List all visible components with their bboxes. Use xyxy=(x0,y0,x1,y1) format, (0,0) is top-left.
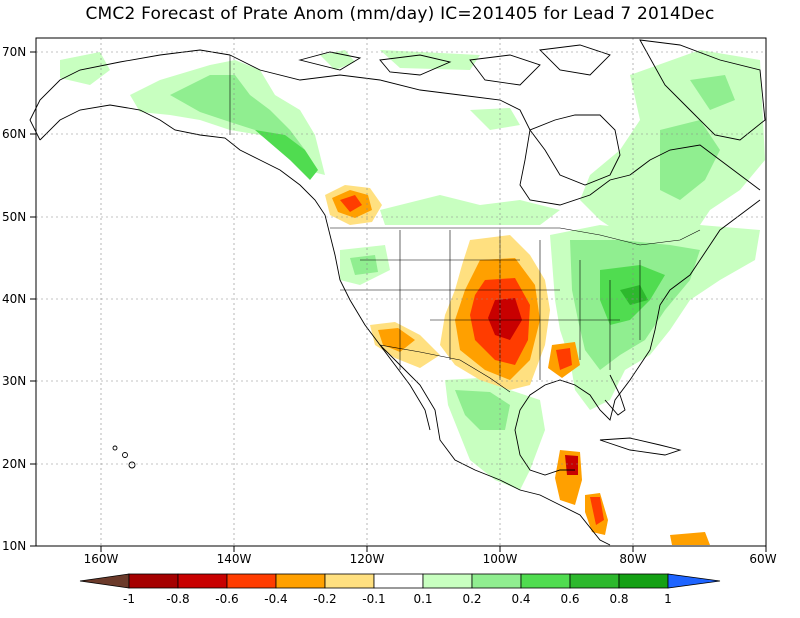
colorbar-label: -0.4 xyxy=(264,592,288,606)
lat-label-20n: 20N xyxy=(2,457,27,471)
grid-lines xyxy=(36,38,766,546)
colorbar-segment xyxy=(471,573,522,589)
colorbar-label: 0.8 xyxy=(609,592,629,606)
lon-label-120w: 120W xyxy=(349,552,385,566)
lat-label-60n: 60N xyxy=(2,127,27,141)
colorbar-arrow-high xyxy=(667,573,721,589)
map-title: CMC2 Forecast of Prate Anom (mm/day) IC=… xyxy=(85,4,715,24)
colorbar-label: 1 xyxy=(664,592,672,606)
lat-label-40n: 40N xyxy=(2,292,27,306)
colorbar-label: -0.8 xyxy=(166,592,190,606)
colorbar-label: -1 xyxy=(123,592,135,606)
colorbar-segment xyxy=(177,573,228,589)
colorbar-segment xyxy=(275,573,326,589)
lon-label-60w: 60W xyxy=(749,552,777,566)
colorbar-label: 0.4 xyxy=(511,592,531,606)
coastlines xyxy=(29,39,766,546)
lat-label-30n: 30N xyxy=(2,374,27,388)
colorbar-label: 0.2 xyxy=(462,592,482,606)
map-frame xyxy=(35,37,767,547)
colorbar-arrow-low xyxy=(79,573,130,589)
anomaly-ne-canada-green-mid xyxy=(660,120,720,200)
colorbar-segment xyxy=(373,573,424,589)
lon-label-160w: 160W xyxy=(83,552,119,566)
colorbar-segment xyxy=(618,573,669,589)
colorbar-label: 0.6 xyxy=(560,592,580,606)
lat-label-50n: 50N xyxy=(2,210,27,224)
lon-label-80w: 80W xyxy=(619,552,647,566)
lat-label-70n: 70N xyxy=(2,45,27,59)
anomaly-nw-green-strong xyxy=(255,130,318,180)
colorbar-label: -0.1 xyxy=(362,592,386,606)
colorbar-segment xyxy=(422,573,473,589)
colorbar-label: -0.6 xyxy=(215,592,239,606)
lon-label-100w: 100W xyxy=(482,552,518,566)
colorbar-label: 0.1 xyxy=(413,592,433,606)
colorbar-segment xyxy=(569,573,620,589)
colorbar-segment xyxy=(324,573,375,589)
lon-label-140w: 140W xyxy=(216,552,252,566)
lat-label-10n: 10N xyxy=(2,539,27,553)
anomaly-fields xyxy=(60,50,765,545)
colorbar-label: -0.2 xyxy=(313,592,337,606)
colorbar-segment xyxy=(226,573,277,589)
colorbar xyxy=(79,573,721,589)
colorbar-segment xyxy=(128,573,179,589)
colorbar-segment xyxy=(520,573,571,589)
